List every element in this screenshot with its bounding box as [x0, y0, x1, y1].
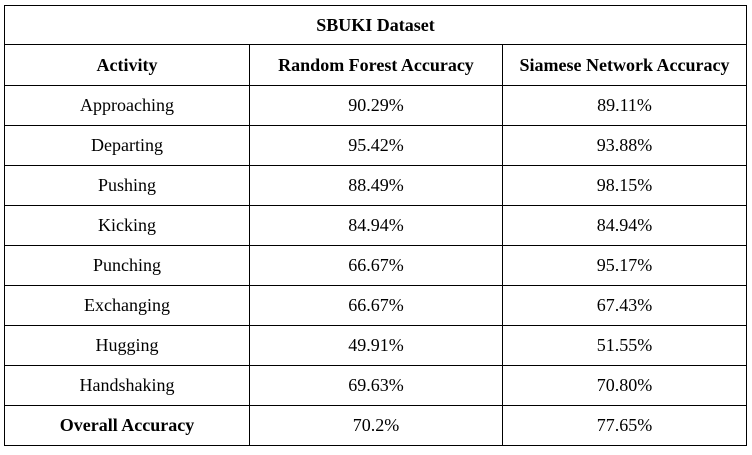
- table-row: Departing 95.42% 93.88%: [4, 125, 748, 166]
- siamese-accuracy-cell: 67.43%: [501, 285, 748, 326]
- siamese-accuracy-cell: 89.11%: [501, 85, 748, 126]
- rf-accuracy-cell: 95.42%: [249, 125, 503, 166]
- table-row: Pushing 88.49% 98.15%: [4, 165, 748, 206]
- activity-cell: Exchanging: [4, 285, 250, 326]
- rf-accuracy-cell: 88.49%: [249, 165, 503, 206]
- table-row: Kicking 84.94% 84.94%: [4, 205, 748, 246]
- rf-accuracy-cell: 90.29%: [249, 85, 503, 126]
- header-siamese-network-accuracy: Siamese Network Accuracy: [501, 44, 748, 86]
- activity-cell: Handshaking: [4, 365, 250, 406]
- header-random-forest-accuracy: Random Forest Accuracy: [249, 44, 503, 86]
- activity-cell: Punching: [4, 245, 250, 286]
- rf-accuracy-cell: 84.94%: [249, 205, 503, 246]
- table-row: Handshaking 69.63% 70.80%: [4, 365, 748, 406]
- table-row: Exchanging 66.67% 67.43%: [4, 285, 748, 326]
- overall-siamese-accuracy: 77.65%: [501, 405, 748, 446]
- header-activity: Activity: [4, 44, 250, 86]
- table-row: Hugging 49.91% 51.55%: [4, 325, 748, 366]
- table-title-row: SBUKI Dataset: [3, 5, 748, 45]
- overall-accuracy-label: Overall Accuracy: [4, 405, 250, 446]
- rf-accuracy-cell: 66.67%: [249, 285, 503, 326]
- rf-accuracy-cell: 49.91%: [249, 325, 503, 366]
- rf-accuracy-cell: 69.63%: [249, 365, 503, 406]
- activity-cell: Pushing: [4, 165, 250, 206]
- results-table: SBUKI Dataset Activity Random Forest Acc…: [3, 5, 748, 446]
- activity-cell: Approaching: [4, 85, 250, 126]
- table-header-row: Activity Random Forest Accuracy Siamese …: [4, 44, 748, 86]
- activity-cell: Departing: [4, 125, 250, 166]
- results-table-container: SBUKI Dataset Activity Random Forest Acc…: [3, 5, 748, 446]
- siamese-accuracy-cell: 84.94%: [501, 205, 748, 246]
- overall-accuracy-row: Overall Accuracy 70.2% 77.65%: [4, 405, 748, 446]
- activity-cell: Hugging: [4, 325, 250, 366]
- siamese-accuracy-cell: 95.17%: [501, 245, 748, 286]
- rf-accuracy-cell: 66.67%: [249, 245, 503, 286]
- siamese-accuracy-cell: 93.88%: [501, 125, 748, 166]
- overall-rf-accuracy: 70.2%: [249, 405, 503, 446]
- siamese-accuracy-cell: 70.80%: [501, 365, 748, 406]
- siamese-accuracy-cell: 51.55%: [501, 325, 748, 366]
- activity-cell: Kicking: [4, 205, 250, 246]
- table-row: Punching 66.67% 95.17%: [4, 245, 748, 286]
- siamese-accuracy-cell: 98.15%: [501, 165, 748, 206]
- table-row: Approaching 90.29% 89.11%: [4, 85, 748, 126]
- table-title: SBUKI Dataset: [3, 5, 748, 45]
